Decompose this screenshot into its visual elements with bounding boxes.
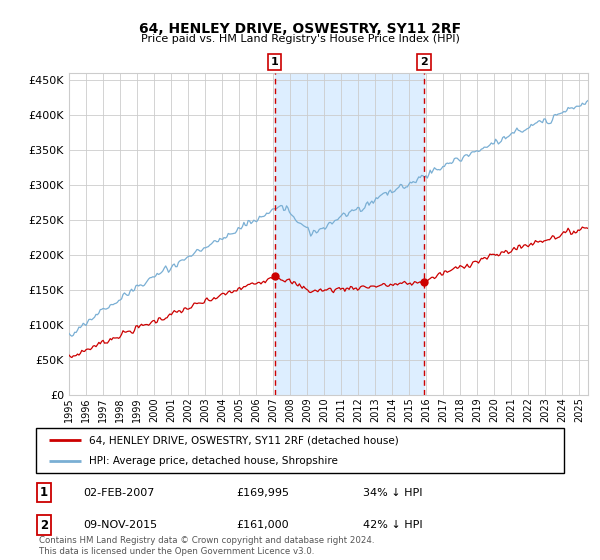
Text: 09-NOV-2015: 09-NOV-2015 <box>83 520 158 530</box>
Text: £161,000: £161,000 <box>236 520 289 530</box>
Text: £169,995: £169,995 <box>236 488 290 498</box>
Text: 2: 2 <box>420 57 428 67</box>
Text: Contains HM Land Registry data © Crown copyright and database right 2024.
This d: Contains HM Land Registry data © Crown c… <box>39 536 374 556</box>
Bar <box>275 73 424 395</box>
Text: HPI: Average price, detached house, Shropshire: HPI: Average price, detached house, Shro… <box>89 456 338 466</box>
Text: 2: 2 <box>40 519 48 531</box>
Text: Price paid vs. HM Land Registry's House Price Index (HPI): Price paid vs. HM Land Registry's House … <box>140 34 460 44</box>
Text: 1: 1 <box>271 57 278 67</box>
Text: 64, HENLEY DRIVE, OSWESTRY, SY11 2RF (detached house): 64, HENLEY DRIVE, OSWESTRY, SY11 2RF (de… <box>89 436 398 446</box>
Text: 02-FEB-2007: 02-FEB-2007 <box>83 488 155 498</box>
Text: 34% ↓ HPI: 34% ↓ HPI <box>364 488 423 498</box>
Text: 42% ↓ HPI: 42% ↓ HPI <box>364 520 423 530</box>
Text: 64, HENLEY DRIVE, OSWESTRY, SY11 2RF: 64, HENLEY DRIVE, OSWESTRY, SY11 2RF <box>139 22 461 36</box>
Text: 1: 1 <box>40 486 48 499</box>
